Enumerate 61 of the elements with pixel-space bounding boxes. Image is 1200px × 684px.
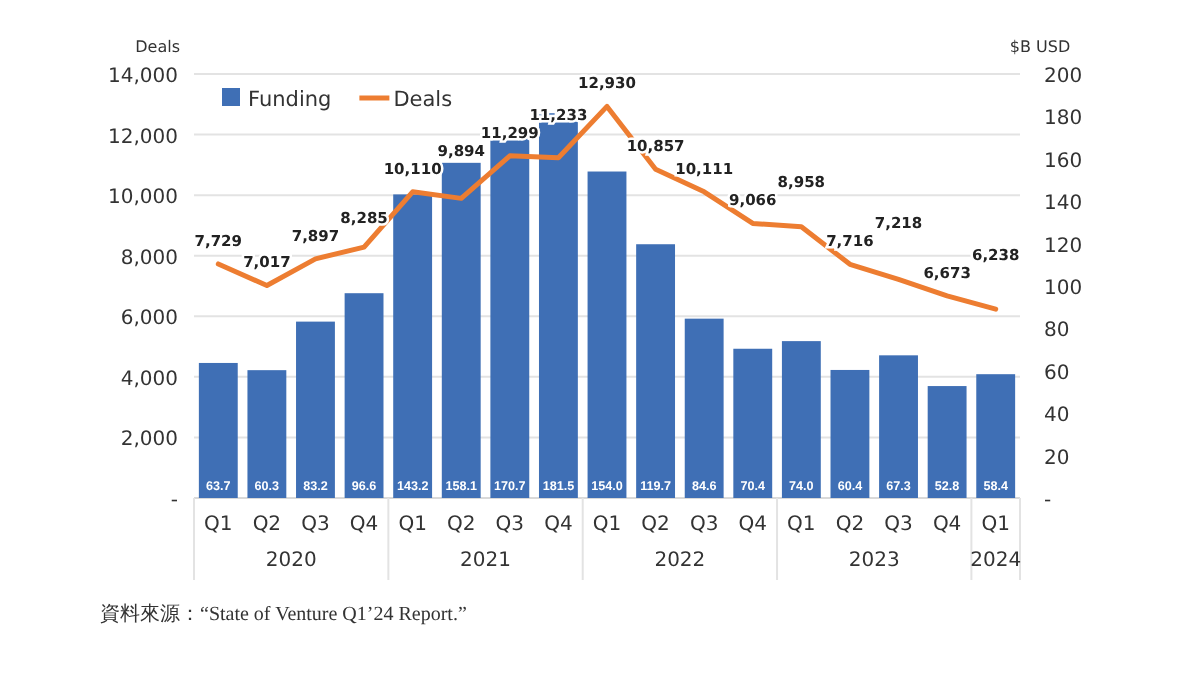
x-tick-label: Q2 <box>835 514 865 536</box>
y-tick-label: 14,000 <box>108 66 178 88</box>
x-tick-label: Q3 <box>884 514 913 536</box>
legend-label: Deals <box>393 88 453 112</box>
x-tick-label: Q1 <box>981 514 1010 536</box>
bar <box>781 341 821 498</box>
x-tick-label: Q1 <box>592 514 622 536</box>
x-tick-label: Q4 <box>349 514 379 536</box>
bar <box>198 362 238 498</box>
x-tick-label: Q2 <box>252 514 282 536</box>
source-note: 資料來源：“State of Venture Q1’24 Report.” <box>100 602 467 626</box>
y2-tick-label: 40 <box>1044 405 1070 428</box>
y2-axis-title: $B USD <box>1009 38 1071 56</box>
x-tick-label: Q4 <box>738 514 767 536</box>
x-tick-label: Q2 <box>641 514 670 536</box>
bar <box>247 370 287 498</box>
x-tick-label: Q1 <box>204 514 233 536</box>
x-tick-label: Q1 <box>398 514 427 536</box>
x-tick-label: Q1 <box>787 514 816 536</box>
bar <box>296 321 335 498</box>
bar <box>636 244 676 498</box>
bar <box>976 374 1016 498</box>
y2-tick-label: 80 <box>1044 320 1070 343</box>
bar <box>587 171 627 498</box>
bar <box>344 293 384 498</box>
y2-tick-label: 200 <box>1044 66 1083 88</box>
text: 2020 <box>265 550 317 572</box>
bar <box>927 386 967 498</box>
legend-label: Funding <box>248 88 332 112</box>
text: 2023 <box>848 550 900 572</box>
y2-tick-label: 20 <box>1044 447 1070 470</box>
y2-tick-label: 100 <box>1044 278 1083 300</box>
x-tick-label: Q2 <box>447 514 476 536</box>
y-axis-title: Deals <box>135 38 180 56</box>
y-tick-label: 10,000 <box>108 187 178 210</box>
bar <box>393 194 433 498</box>
y2-tick-label: 160 <box>1044 150 1083 173</box>
y-tick-label: 4,000 <box>120 368 178 391</box>
x-tick-label: Q3 <box>495 514 525 536</box>
text: 2021 <box>460 550 511 572</box>
y-tick-label: 8,000 <box>120 247 178 270</box>
bar <box>879 355 918 498</box>
text: 2022 <box>654 550 706 572</box>
bar <box>733 348 773 498</box>
y2-tick-label: 120 <box>1044 235 1083 258</box>
y-tick-label: 2,000 <box>120 429 178 452</box>
y2-tick-label: - <box>1044 490 1052 512</box>
bar <box>441 162 481 498</box>
x-tick-label: Q4 <box>932 514 962 536</box>
y-tick-label: - <box>170 490 179 512</box>
y2-tick-label: 180 <box>1044 108 1083 131</box>
x-tick-label: Q4 <box>544 514 573 536</box>
bar <box>684 318 724 498</box>
y2-tick-label: 140 <box>1044 193 1083 216</box>
x-tick-label: Q3 <box>689 514 719 536</box>
y-tick-label: 12,000 <box>108 126 178 149</box>
bar <box>830 369 870 498</box>
y2-tick-label: 60 <box>1044 362 1070 385</box>
text: 2024 <box>970 550 1022 572</box>
x-tick-label: Q3 <box>301 514 330 536</box>
y-tick-label: 6,000 <box>120 308 178 331</box>
